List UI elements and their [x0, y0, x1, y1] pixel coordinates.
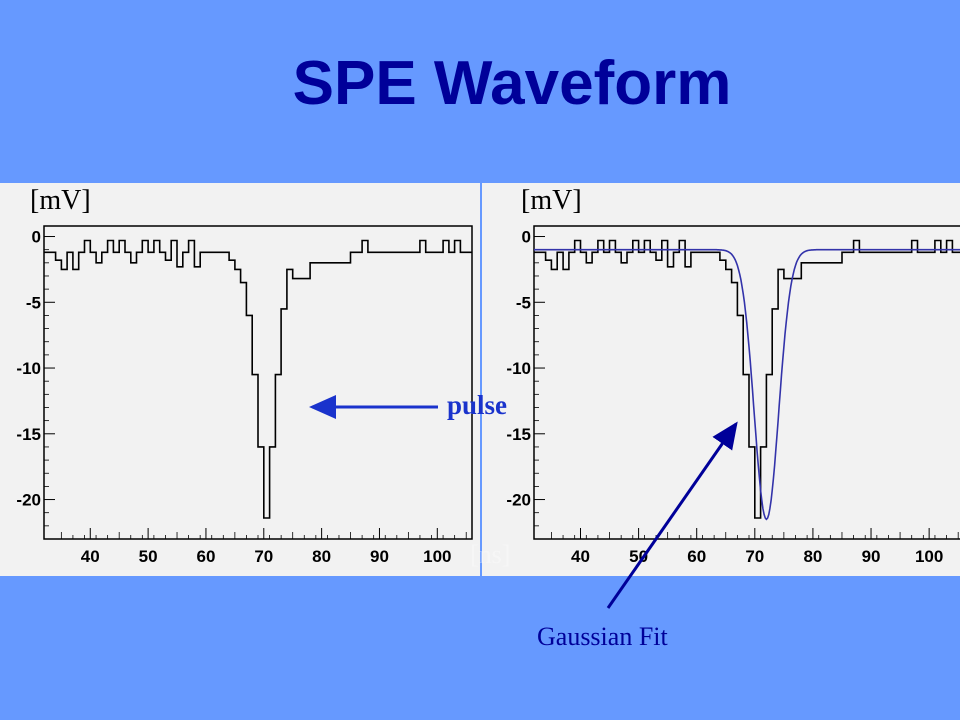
- y-tick-label: -5: [516, 293, 531, 312]
- x-tick-label: 70: [745, 547, 764, 566]
- x-tick-label: 60: [687, 547, 706, 566]
- y-tick-label: -15: [506, 425, 531, 444]
- x-tick-label: 100: [915, 547, 943, 566]
- gaussian-fit-annotation: Gaussian Fit: [537, 622, 668, 651]
- waveform-step-line: [44, 239, 472, 519]
- y-tick-label: -10: [16, 359, 41, 378]
- x-tick-label: 50: [629, 547, 648, 566]
- y-tick-label: -15: [16, 425, 41, 444]
- plot-frame: [43, 225, 473, 540]
- x-tick-label: 90: [370, 547, 389, 566]
- plot-frame: [533, 225, 960, 540]
- x-tick-label: 80: [312, 547, 331, 566]
- x-tick-label: 50: [139, 547, 158, 566]
- y-tick-label: -20: [16, 491, 41, 510]
- fit-arrow: [606, 421, 738, 609]
- y-tick-label: 0: [32, 228, 41, 247]
- x-tick-label: 80: [803, 547, 822, 566]
- x-axis-unit: [ns]: [470, 540, 511, 569]
- y-axis-unit-right: [mV]: [521, 185, 582, 216]
- y-tick-label: -20: [506, 491, 531, 510]
- x-tick-label: 40: [81, 547, 100, 566]
- slide-title: SPE Waveform: [292, 49, 732, 118]
- y-tick-label: -5: [26, 293, 41, 312]
- pulse-annotation: pulse: [447, 390, 508, 420]
- waveform-step-line: [534, 239, 960, 519]
- x-tick-label: 40: [571, 547, 590, 566]
- gaussian-fit-curve: [534, 248, 960, 521]
- y-tick-label: -10: [506, 359, 531, 378]
- y-axis-unit-left: [mV]: [30, 185, 91, 216]
- y-tick-label: 0: [522, 228, 531, 247]
- x-tick-label: 70: [254, 547, 273, 566]
- x-tick-label: 100: [423, 547, 451, 566]
- x-tick-label: 60: [196, 547, 215, 566]
- x-tick-label: 90: [862, 547, 881, 566]
